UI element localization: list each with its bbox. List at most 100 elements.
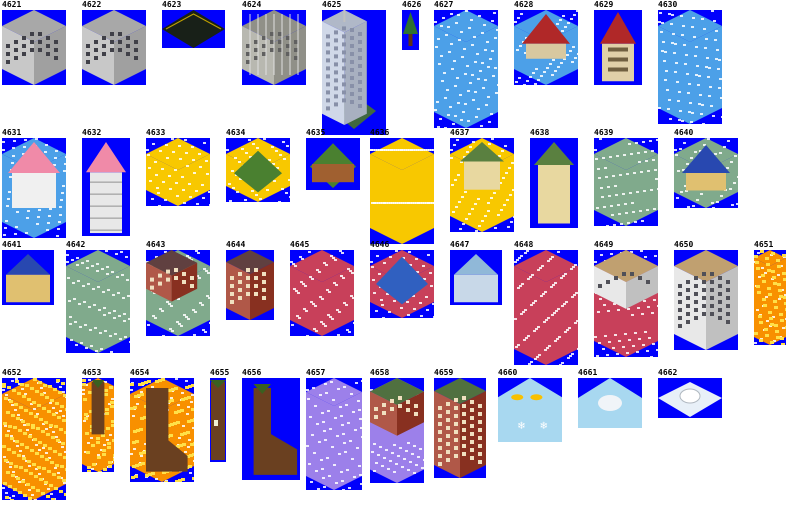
sprite-graphic bbox=[594, 250, 658, 357]
sprite-tile-boot-lava bbox=[82, 378, 114, 472]
sprite-tile-pink-tower-snow bbox=[2, 138, 66, 238]
sprite-id-label: 4651 bbox=[754, 240, 774, 249]
sprite-tile-construction bbox=[242, 10, 306, 85]
sprite-graphic bbox=[594, 138, 658, 226]
sprite-id-label: 4629 bbox=[594, 0, 614, 9]
sprite-graphic bbox=[370, 138, 434, 244]
sprite-id-label: 4633 bbox=[146, 128, 166, 137]
sprite-graphic bbox=[82, 10, 146, 85]
sprite-graphic bbox=[310, 143, 356, 188]
sprite-4623: 4623 bbox=[162, 0, 225, 48]
sprite-graphic bbox=[2, 378, 66, 500]
sprite-tile-cube-purple bbox=[306, 378, 362, 490]
sprite-tile-office-grey bbox=[82, 10, 146, 85]
sprite-4634: 4634 bbox=[226, 128, 290, 202]
sprite-id-label: 4653 bbox=[82, 368, 102, 377]
sprite-4635: 4635 bbox=[306, 128, 360, 190]
sprite-tile-office-grey bbox=[2, 10, 66, 85]
sprite-id-label: 4644 bbox=[226, 240, 246, 249]
sprite-tile-brick-tower bbox=[434, 378, 486, 478]
sprite-id-label: 4631 bbox=[2, 128, 22, 137]
sprite-tile-cube-yellow bbox=[146, 138, 210, 206]
sprite-id-label: 4652 bbox=[2, 368, 22, 377]
sprite-tile-boot-big bbox=[242, 378, 300, 480]
sprite-tile-green-farm-yellow bbox=[226, 138, 290, 202]
sprite-graphic bbox=[2, 10, 66, 85]
sprite-id-label: 4645 bbox=[290, 240, 310, 249]
sprite-graphic bbox=[514, 10, 578, 85]
sprite-id-label: 4635 bbox=[306, 128, 326, 137]
sprite-id-label: 4622 bbox=[82, 0, 102, 9]
sprite-4641: 4641 bbox=[2, 240, 54, 305]
sprite-id-label: 4650 bbox=[674, 240, 694, 249]
sprite-4652: 4652 bbox=[2, 368, 66, 500]
sprite-graphic bbox=[658, 10, 722, 124]
block-right bbox=[690, 26, 722, 124]
sprite-4642: 4642 bbox=[66, 240, 130, 353]
sprite-graphic bbox=[600, 12, 636, 82]
sprite-graphic bbox=[306, 378, 362, 490]
sprite-graphic bbox=[66, 250, 130, 353]
sprite-4657: 4657 bbox=[306, 368, 362, 490]
sprite-4650: 4650 bbox=[674, 240, 738, 350]
sprite-4646: 4646 bbox=[370, 240, 434, 318]
sprite-graphic bbox=[403, 12, 418, 46]
sprite-4638: 4638 bbox=[530, 128, 578, 228]
sprite-graphic bbox=[2, 138, 66, 238]
sprite-tile-red-roof-snow bbox=[514, 10, 578, 85]
block-left bbox=[658, 26, 690, 124]
sprite-4639: 4639 bbox=[594, 128, 658, 226]
sprite-id-label: 4647 bbox=[450, 240, 470, 249]
sprite-id-label: 4658 bbox=[370, 368, 390, 377]
sprite-4659: 4659 bbox=[434, 368, 486, 478]
sprite-id-label: 4621 bbox=[2, 0, 22, 9]
sprite-4651: 4651 bbox=[754, 240, 786, 345]
block-left bbox=[370, 154, 402, 244]
block-left bbox=[594, 154, 626, 226]
sprite-id-label: 4640 bbox=[674, 128, 694, 137]
sprite-id-label: 4657 bbox=[306, 368, 326, 377]
sprite-id-label: 4638 bbox=[530, 128, 550, 137]
sprite-tile-cube-lava bbox=[754, 250, 786, 345]
sprite-tile-pink-tower bbox=[82, 138, 130, 236]
sprite-id-label: 4628 bbox=[514, 0, 534, 9]
sprite-4636: 4636 bbox=[370, 128, 434, 244]
sprite-tile-blue-house bbox=[2, 250, 54, 305]
sprite-tile-pale-house bbox=[450, 250, 502, 305]
block-left bbox=[146, 154, 178, 206]
sprite-tile-cube-green bbox=[66, 250, 130, 353]
sprite-4644: 4644 bbox=[226, 240, 274, 320]
sprite-4624: 4624 bbox=[242, 0, 306, 85]
sprite-tile-cube-green bbox=[594, 138, 658, 226]
sprite-tile-green-dome-yellow bbox=[450, 138, 514, 232]
sprite-graphic bbox=[674, 250, 738, 350]
sprite-id-label: 4649 bbox=[594, 240, 614, 249]
sprite-graphic bbox=[434, 378, 486, 478]
sprite-4654: 4654 bbox=[130, 368, 194, 482]
sprite-tile-flat-dark bbox=[162, 10, 225, 48]
sprite-graphic bbox=[534, 142, 574, 224]
sprite-graphic bbox=[82, 378, 114, 472]
sprite-tile-igloo bbox=[658, 378, 722, 418]
sprite-graphic bbox=[226, 138, 290, 202]
block-right bbox=[334, 392, 362, 490]
sprite-graphic bbox=[146, 250, 210, 336]
sprite-tile-tree bbox=[402, 10, 419, 50]
sprite-id-label: 4662 bbox=[658, 368, 678, 377]
sprite-graphic bbox=[146, 138, 210, 206]
sprite-id-label: 4624 bbox=[242, 0, 262, 9]
sprite-tile-cube-red bbox=[290, 250, 354, 336]
sprite-4632: 4632 bbox=[82, 128, 130, 236]
sprite-graphic bbox=[434, 10, 498, 128]
sprite-4628: 4628 bbox=[514, 0, 578, 85]
sprite-tile-brick-green bbox=[146, 250, 210, 336]
sprite-tile-red-roof-house bbox=[594, 10, 642, 85]
sprite-graphic bbox=[754, 250, 786, 345]
sprite-tile-office-tan bbox=[674, 250, 738, 350]
sprite-graphic bbox=[370, 378, 424, 483]
sprite-4655: 4655 bbox=[210, 368, 229, 462]
sprite-id-label: 4632 bbox=[82, 128, 102, 137]
sprite-graphic bbox=[514, 250, 578, 365]
sprite-graphic bbox=[578, 378, 642, 428]
sprite-4621: 4621 bbox=[2, 0, 66, 85]
